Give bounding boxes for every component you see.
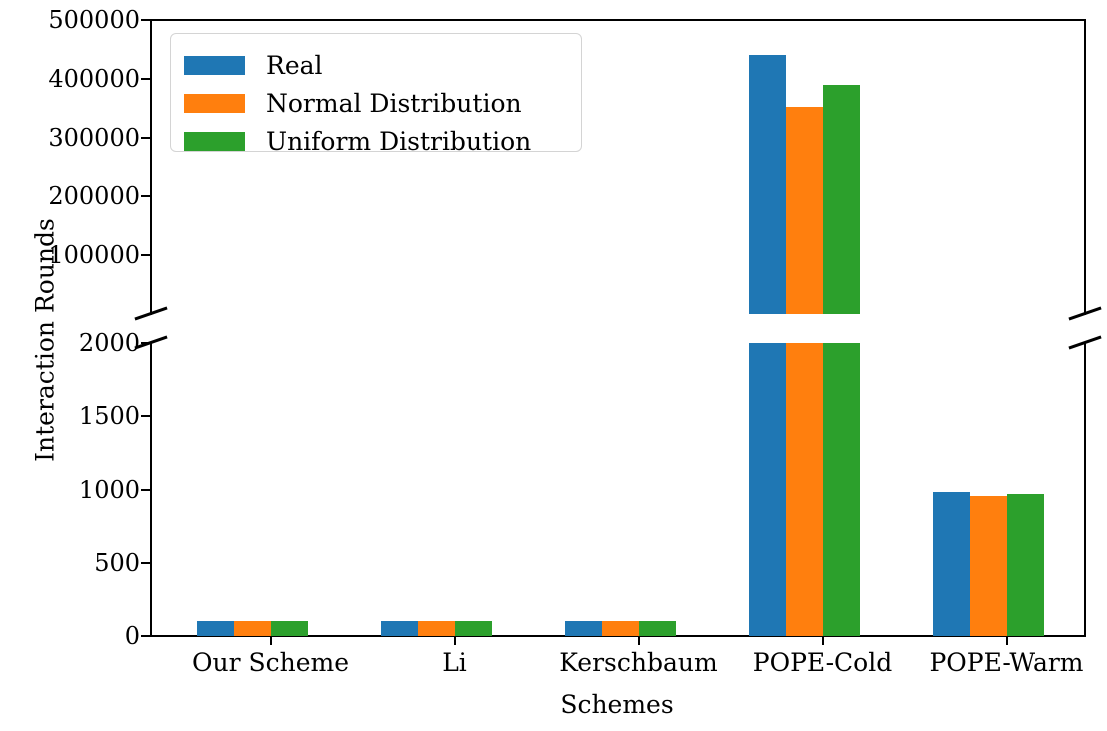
- y-tick-label: 400000: [48, 64, 140, 93]
- x-tick-label-pope-cold: POPE-Cold: [752, 648, 893, 677]
- bar-real-our-scheme: [196, 621, 234, 636]
- legend-swatch-icon: [184, 55, 245, 75]
- bar-normal-distribution-pope-warm: [969, 496, 1007, 636]
- bar-uniform-distribution-pope-cold: [822, 343, 860, 636]
- bar-uniform-distribution-our-scheme: [270, 621, 308, 636]
- y-tick: [141, 77, 150, 80]
- legend-swatch-icon: [184, 93, 245, 113]
- bottom-panel-left-spine: [150, 343, 152, 637]
- y-tick-label: 1000: [78, 475, 140, 504]
- bar-uniform-distribution-kerschbaum: [638, 621, 676, 636]
- y-tick-label: 0: [124, 622, 140, 650]
- y-tick-label: 500000: [48, 6, 140, 34]
- y-tick: [141, 136, 150, 139]
- x-tick-label-our-scheme: Our Scheme: [191, 648, 350, 677]
- bar-real-li: [380, 621, 418, 636]
- y-tick-label: 300000: [48, 123, 140, 152]
- y-tick: [141, 254, 150, 257]
- legend-item-real: Real: [184, 46, 323, 84]
- y-tick: [141, 342, 150, 344]
- bar-real-pope-cold: [748, 343, 786, 636]
- top-panel-right-spine: [1084, 19, 1086, 315]
- y-tick-label: 2000: [78, 329, 140, 357]
- bar-normal-distribution-our-scheme: [233, 621, 271, 636]
- bar-normal-distribution-pope-cold: [785, 107, 823, 314]
- x-tick: [1005, 636, 1008, 645]
- bar-normal-distribution-li: [417, 621, 455, 636]
- top-panel-left-spine: [150, 19, 152, 315]
- y-tick: [141, 488, 150, 491]
- y-tick: [141, 195, 150, 198]
- bar-real-pope-warm: [932, 492, 970, 636]
- y-tick: [141, 635, 150, 637]
- x-tick-label-kerschbaum: Kerschbaum: [559, 648, 718, 677]
- legend-item-uniform-distribution: Uniform Distribution: [184, 122, 531, 160]
- bar-uniform-distribution-pope-cold: [822, 84, 860, 314]
- bar-real-kerschbaum: [564, 621, 602, 636]
- x-tick: [637, 636, 640, 645]
- x-tick: [453, 636, 456, 645]
- y-tick: [141, 19, 150, 21]
- bar-real-pope-cold: [748, 55, 786, 314]
- bar-normal-distribution-kerschbaum: [601, 621, 639, 636]
- bar-uniform-distribution-pope-warm: [1006, 493, 1044, 636]
- x-tick-label-pope-warm: POPE-Warm: [929, 648, 1084, 677]
- legend: Real Normal Distribution Uniform Distribut…: [170, 33, 582, 156]
- legend-swatch-icon: [184, 131, 245, 151]
- x-tick: [821, 636, 824, 645]
- x-axis-spine: [150, 635, 1086, 637]
- x-tick: [269, 636, 272, 645]
- legend-label: Real: [266, 50, 323, 80]
- y-axis-label: Interaction Rounds: [30, 218, 60, 462]
- bottom-panel-right-spine: [1084, 343, 1086, 637]
- y-tick-label: 200000: [48, 182, 140, 211]
- y-tick-label: 100000: [48, 241, 140, 270]
- bar-uniform-distribution-li: [454, 621, 492, 636]
- x-tick-label-li: Li: [442, 648, 467, 677]
- y-tick: [141, 415, 150, 418]
- legend-item-normal-distribution: Normal Distribution: [184, 84, 522, 122]
- top-panel-top-spine: [150, 19, 1086, 21]
- legend-label: Uniform Distribution: [266, 126, 532, 156]
- bar-normal-distribution-pope-cold: [785, 343, 823, 636]
- y-tick: [141, 561, 150, 564]
- y-tick-label: 500: [94, 548, 140, 577]
- y-tick-label: 1500: [78, 402, 140, 431]
- legend-label: Normal Distribution: [266, 88, 522, 118]
- x-axis-label: Schemes: [560, 690, 674, 719]
